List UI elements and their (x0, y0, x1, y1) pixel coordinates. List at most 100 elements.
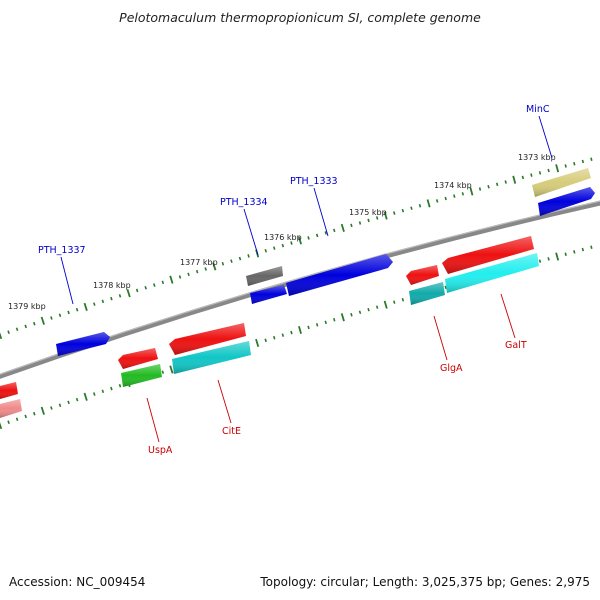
gene-pink-edge[interactable] (0, 399, 22, 418)
minor-tick (307, 236, 310, 240)
minor-tick (530, 173, 533, 177)
minor-tick (418, 204, 422, 208)
minor-tick (161, 370, 165, 374)
outer-scale-track (0, 157, 593, 340)
major-tick (169, 365, 174, 374)
minor-tick (504, 180, 507, 184)
minor-tick (75, 397, 79, 402)
minor-tick (547, 257, 550, 261)
major-tick (555, 252, 560, 261)
gene-red-a[interactable] (118, 348, 158, 369)
minor-tick (7, 330, 10, 334)
gene-cyan-b[interactable] (445, 253, 539, 293)
gene-red-b[interactable] (406, 265, 439, 285)
minor-tick (495, 182, 499, 187)
gene-uspa[interactable] (121, 364, 162, 387)
major-tick (0, 332, 3, 340)
minor-tick (75, 307, 79, 312)
minor-tick (401, 208, 405, 213)
major-tick (126, 289, 131, 298)
gene-pth-1333[interactable] (286, 254, 393, 296)
gene-label-galt[interactable]: GalT (505, 340, 527, 351)
gene-glga[interactable] (409, 282, 445, 305)
major-tick (340, 313, 345, 322)
minor-tick (315, 233, 319, 238)
minor-tick (573, 162, 576, 166)
gene-label-minc[interactable]: MinC (526, 104, 550, 115)
gene-gray[interactable] (246, 266, 283, 286)
gene-pth-1337[interactable] (56, 332, 110, 356)
minor-tick (444, 285, 447, 290)
minor-tick (590, 245, 593, 249)
gene-label-cite[interactable]: CitE (222, 426, 241, 437)
minor-tick (153, 283, 156, 287)
major-tick (340, 223, 345, 232)
scale-label: 1376 kbp (264, 233, 302, 242)
scale-labels: 1379 kbp 1378 kbp 1377 kbp 1376 kbp 1375… (8, 153, 556, 311)
minor-tick (93, 392, 96, 396)
major-tick (298, 325, 302, 335)
major-tick (255, 338, 260, 348)
minor-tick (367, 307, 370, 312)
minor-tick (444, 196, 447, 201)
minor-tick (33, 321, 36, 326)
gene-minc[interactable] (532, 168, 591, 197)
major-tick (298, 236, 302, 245)
gene-red-edge[interactable] (0, 382, 18, 399)
minor-tick (547, 168, 550, 173)
minor-tick (410, 206, 413, 210)
minor-tick (538, 259, 542, 263)
reverse-strand-genes (0, 236, 539, 418)
minor-tick (15, 417, 19, 422)
minor-tick (375, 305, 379, 309)
major-tick (212, 262, 217, 271)
minor-tick (230, 259, 233, 263)
gene-blue-right[interactable] (538, 187, 595, 216)
gene-label-glga[interactable]: GlgA (440, 363, 463, 374)
minor-tick (187, 272, 190, 277)
minor-tick (581, 247, 585, 252)
minor-tick (333, 317, 336, 322)
minor-tick (324, 320, 327, 325)
gene-label-pth-1337[interactable]: PTH_1337 (38, 245, 86, 256)
minor-tick (264, 338, 267, 343)
minor-tick (50, 406, 53, 410)
gene-cite[interactable] (169, 323, 246, 355)
minor-tick (538, 171, 542, 175)
major-tick (469, 187, 474, 196)
minor-tick (101, 389, 105, 394)
minor-tick (324, 231, 327, 235)
minor-tick (247, 254, 250, 258)
gene-label-uspa[interactable]: UspA (148, 445, 173, 456)
minor-tick (93, 302, 96, 306)
scale-label: 1377 kbp (180, 258, 218, 267)
major-tick (555, 164, 560, 173)
minor-tick (350, 312, 353, 317)
minor-tick (238, 256, 242, 261)
major-tick (83, 392, 88, 401)
minor-tick (590, 157, 593, 161)
minor-tick (281, 333, 285, 337)
gene-blue-small[interactable] (250, 285, 287, 304)
minor-tick (58, 313, 62, 317)
minor-tick (67, 400, 70, 405)
minor-tick (478, 187, 482, 191)
gene-cyan-a[interactable] (172, 341, 251, 374)
minor-tick (307, 325, 310, 330)
gene-label-pth-1333[interactable]: PTH_1333 (290, 176, 338, 187)
major-tick (426, 199, 431, 208)
minor-tick (50, 316, 53, 320)
minor-tick (367, 218, 370, 223)
major-tick (83, 302, 88, 311)
forward-strand-genes (56, 168, 595, 356)
minor-tick (58, 403, 62, 407)
minor-tick (333, 228, 336, 233)
minor-tick (315, 323, 319, 327)
minor-tick (110, 296, 113, 301)
major-tick (383, 300, 388, 309)
gene-galt[interactable] (442, 236, 534, 274)
gene-label-pth-1334[interactable]: PTH_1334 (220, 197, 268, 208)
minor-tick (161, 280, 165, 285)
minor-tick (110, 386, 113, 391)
